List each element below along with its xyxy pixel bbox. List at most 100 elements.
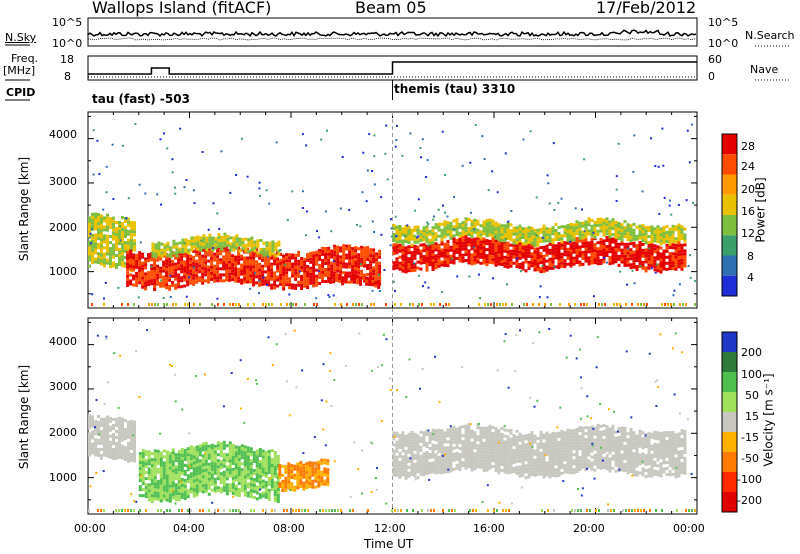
data-cell [524,458,528,462]
data-cell [210,268,214,272]
data-cell [551,260,555,264]
data-cell [124,250,127,253]
data-cell [422,226,426,230]
data-cell [270,449,274,452]
data-cell [542,224,546,228]
data-cell [97,243,100,247]
data-cell [611,240,615,244]
data-cell [476,423,480,427]
data-cell [327,255,331,259]
data-cell [359,276,363,280]
data-cell [602,245,606,249]
data-cell [165,486,169,490]
data-cell [97,427,100,430]
data-cell [656,231,660,235]
data-cell [614,239,618,243]
data-cell [91,418,94,422]
data-cell [458,247,462,251]
data-cell [157,244,161,248]
data-cell [255,470,259,474]
data-cell [428,432,432,435]
data-cell [482,435,486,439]
data-cell [476,242,480,246]
data-cell [222,476,226,480]
data-cell [593,232,597,236]
data-cell [533,440,537,444]
scatter-cell [380,233,383,236]
data-cell [192,455,196,459]
data-cell [324,271,328,274]
data-cell [201,460,205,464]
data-cell [228,462,232,466]
data-cell [683,249,687,253]
data-cell [605,223,609,227]
data-cell [557,257,561,260]
data-cell [121,264,124,268]
data-cell [171,457,175,461]
data-cell [404,234,408,237]
data-cell [198,264,202,268]
scatter-cell [286,219,289,222]
data-cell [100,214,103,218]
data-cell [94,236,97,240]
data-cell [150,282,154,286]
ground-cell [340,303,342,306]
data-cell [357,247,361,251]
scatter-cell [102,208,105,211]
data-cell [443,254,447,258]
data-cell [485,225,489,228]
data-cell [584,250,588,254]
data-cell [533,253,537,257]
data-cell [482,243,486,247]
data-cell [467,218,471,221]
data-cell [419,255,423,259]
data-cell [407,441,411,445]
data-cell [509,443,513,447]
data-cell [220,238,224,242]
data-cell [404,434,408,438]
data-cell [153,452,157,456]
data-cell [252,277,256,281]
data-cell [311,479,315,483]
data-cell [91,215,94,219]
data-cell [647,229,651,232]
data-cell [440,450,444,454]
data-cell [147,280,151,284]
data-cell [264,456,268,460]
data-cell [330,270,334,274]
data-cell [118,422,121,426]
scatter-cell [494,235,497,238]
data-cell [285,271,289,275]
data-cell [309,272,313,276]
data-cell [147,492,151,496]
data-cell [244,246,248,250]
data-cell [205,245,209,249]
data-cell [157,247,161,251]
data-cell [398,240,402,243]
data-cell [153,464,157,468]
data-cell [500,435,504,439]
data-cell [623,242,627,246]
data-cell [225,257,229,261]
data-cell [228,260,232,264]
data-cell [297,271,301,275]
data-cell [243,481,247,485]
data-cell [100,247,103,251]
data-cell [312,263,316,267]
data-cell [186,477,190,481]
data-cell [324,247,328,250]
data-cell [455,256,459,260]
noise-left-tick-top: 10^5 [52,16,83,29]
scatter-cell [359,263,362,266]
scatter-cell [160,203,162,206]
data-cell [270,274,274,278]
data-cell [647,263,651,267]
data-cell [650,243,654,247]
data-cell [524,242,528,246]
data-cell [258,469,262,472]
data-cell [124,220,127,223]
data-cell [186,465,190,469]
data-cell [250,236,254,240]
data-cell [452,434,456,438]
data-cell [638,241,642,244]
